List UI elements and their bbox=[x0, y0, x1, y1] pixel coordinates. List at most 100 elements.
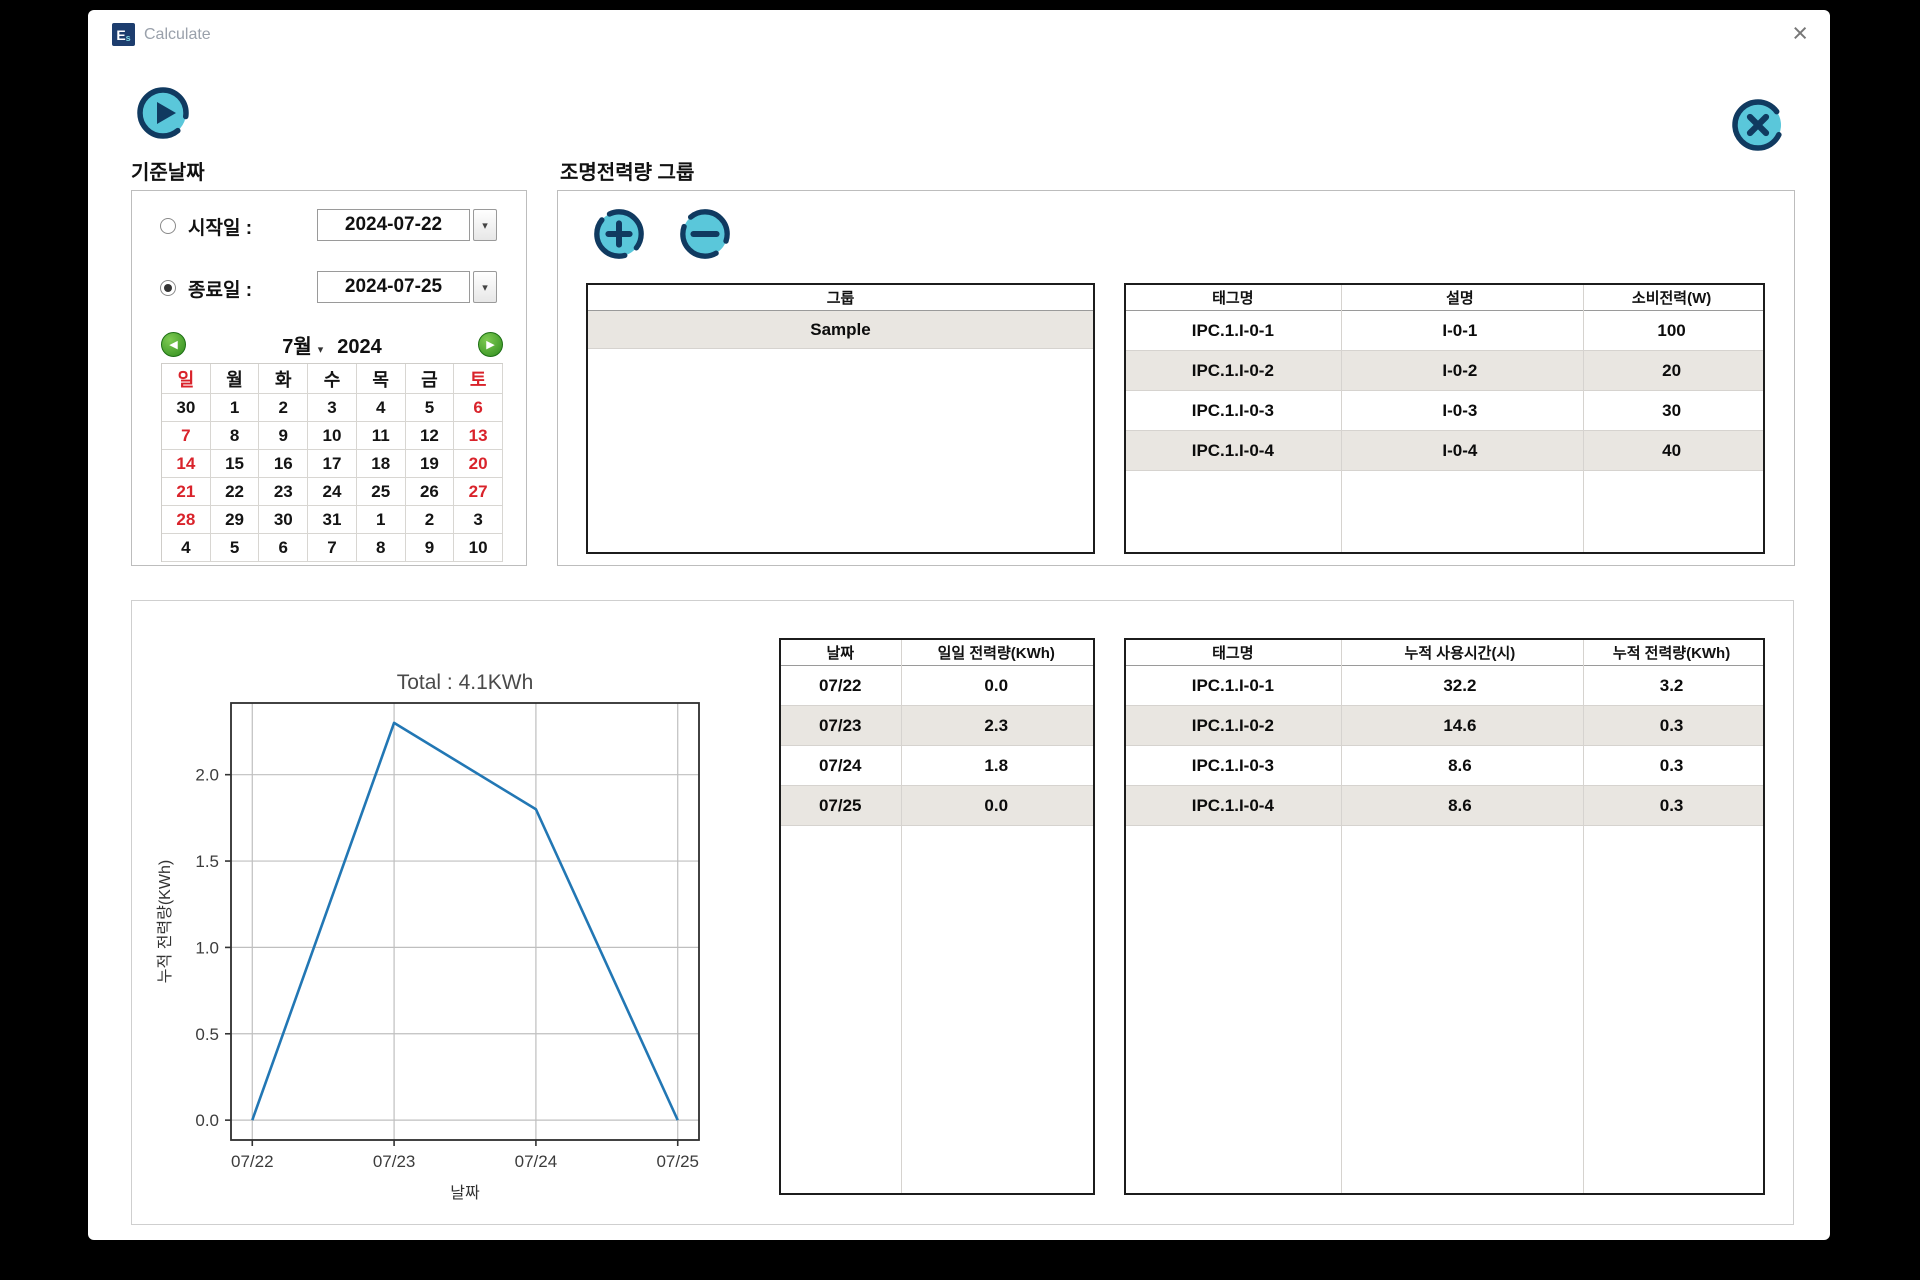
daily-table: 날짜 일일 전력량(KWh) 07/22 0.0 07/23 2.3 07/24… bbox=[779, 638, 1095, 1195]
column-separator bbox=[1583, 640, 1584, 1193]
calendar-day-cell[interactable]: 1 bbox=[356, 506, 406, 534]
end-date-value[interactable]: 2024-07-25 bbox=[317, 271, 470, 303]
calendar-day-header: 토 bbox=[454, 364, 503, 394]
calendar-day-cell[interactable]: 7 bbox=[308, 534, 357, 562]
calendar-day-cell[interactable]: 26 bbox=[405, 478, 455, 506]
calendar-day-cell[interactable]: 1 bbox=[210, 394, 260, 422]
cumulative-table-header-row: 태그명 누적 사용시간(시) 누적 전력량(KWh) bbox=[1126, 640, 1763, 666]
calendar-day-cell[interactable]: 3 bbox=[308, 394, 357, 422]
cumulative-table-row[interactable]: IPC.1.I-0-3 8.6 0.3 bbox=[1126, 746, 1763, 786]
calendar-day-cell[interactable]: 8 bbox=[356, 534, 406, 562]
cum-power-cell: 0.3 bbox=[1659, 755, 1684, 775]
cumulative-table-row[interactable]: IPC.1.I-0-1 32.2 3.2 bbox=[1126, 666, 1763, 706]
calendar-day-cell[interactable]: 15 bbox=[210, 450, 260, 478]
calendar-day-cell[interactable]: 18 bbox=[356, 450, 406, 478]
tag-table-row[interactable]: IPC.1.I-0-2 I-0-2 20 bbox=[1126, 351, 1763, 391]
calendar-day-cell[interactable]: 2 bbox=[259, 394, 309, 422]
calendar-day-cell[interactable]: 9 bbox=[405, 534, 455, 562]
calendar-day-cell[interactable]: 28 bbox=[162, 506, 211, 534]
cumulative-table-row[interactable]: IPC.1.I-0-4 8.6 0.3 bbox=[1126, 786, 1763, 826]
svg-text:Total : 4.1KWh: Total : 4.1KWh bbox=[397, 671, 534, 694]
calendar-day-cell[interactable]: 25 bbox=[356, 478, 406, 506]
calendar-grid: 일 월 화 수 목 금 토 30 1 2 3 4 5 6 7 8 9 10 11 12 13 14 15 16 17 18 19 20… bbox=[161, 363, 503, 562]
group-name-cell: Sample bbox=[810, 319, 871, 339]
group-table-row[interactable]: Sample bbox=[588, 311, 1093, 349]
cum-power-cell: 0.3 bbox=[1659, 715, 1684, 735]
tag-cell: IPC.1.I-0-1 bbox=[1191, 675, 1274, 695]
daily-table-row[interactable]: 07/23 2.3 bbox=[781, 706, 1093, 746]
calendar-month-year[interactable]: 7월 ▾ 2024 bbox=[282, 330, 382, 359]
svg-text:1.0: 1.0 bbox=[195, 938, 219, 957]
calendar-day-cell[interactable]: 8 bbox=[210, 422, 260, 450]
tag-table: 태그명 설명 소비전력(W) IPC.1.I-0-1 I-0-1 100 IPC… bbox=[1124, 283, 1765, 554]
calendar-day-cell[interactable]: 12 bbox=[405, 422, 455, 450]
calendar-day-cell[interactable]: 30 bbox=[162, 394, 211, 422]
calendar-day-cell[interactable]: 21 bbox=[162, 478, 211, 506]
tag-table-row[interactable]: IPC.1.I-0-4 I-0-4 40 bbox=[1126, 431, 1763, 471]
calendar-day-cell[interactable]: 31 bbox=[308, 506, 357, 534]
calendar-day-cell[interactable]: 6 bbox=[259, 534, 309, 562]
calendar-prev-month-button[interactable]: ◀ bbox=[161, 331, 186, 357]
start-date-radio[interactable] bbox=[160, 218, 176, 234]
group-table-header: 그룹 bbox=[826, 290, 855, 307]
start-date-dropdown-caret-icon[interactable]: ▾ bbox=[473, 209, 497, 241]
end-date-radio[interactable] bbox=[160, 280, 176, 296]
cumulative-table-row[interactable]: IPC.1.I-0-2 14.6 0.3 bbox=[1126, 706, 1763, 746]
calendar-day-cell[interactable]: 2 bbox=[405, 506, 455, 534]
daily-table-row[interactable]: 07/22 0.0 bbox=[781, 666, 1093, 706]
calendar-day-cell[interactable]: 17 bbox=[308, 450, 357, 478]
calendar-day-cell[interactable]: 19 bbox=[405, 450, 455, 478]
calendar-day-cell[interactable]: 3 bbox=[454, 506, 503, 534]
calendar-day-cell[interactable]: 10 bbox=[454, 534, 503, 562]
start-date-value[interactable]: 2024-07-22 bbox=[317, 209, 470, 241]
calendar-day-cell[interactable]: 14 bbox=[162, 450, 211, 478]
desc-col-header: 설명 bbox=[1446, 290, 1474, 307]
daily-power-cell: 0.0 bbox=[984, 795, 1009, 815]
power-col-header: 소비전력(W) bbox=[1631, 290, 1712, 307]
column-separator bbox=[901, 640, 902, 1193]
daily-table-header-row: 날짜 일일 전력량(KWh) bbox=[781, 640, 1093, 666]
titlebar-close-button[interactable]: × bbox=[1792, 18, 1808, 48]
calendar-day-cell[interactable]: 4 bbox=[356, 394, 406, 422]
tag-table-row[interactable]: IPC.1.I-0-1 I-0-1 100 bbox=[1126, 311, 1763, 351]
calendar-day-cell[interactable]: 23 bbox=[259, 478, 309, 506]
calendar-day-header: 금 bbox=[405, 364, 455, 394]
calendar-day-cell[interactable]: 29 bbox=[210, 506, 260, 534]
calendar-day-cell[interactable]: 16 bbox=[259, 450, 309, 478]
calendar-day-cell[interactable]: 9 bbox=[259, 422, 309, 450]
play-icon bbox=[137, 87, 189, 139]
window-title: Calculate bbox=[144, 26, 211, 43]
next-arrow-icon: ▶ bbox=[486, 338, 495, 351]
tag-cell: IPC.1.I-0-2 bbox=[1191, 715, 1274, 735]
calendar-day-cell[interactable]: 24 bbox=[308, 478, 357, 506]
daily-table-row[interactable]: 07/24 1.8 bbox=[781, 746, 1093, 786]
calendar-day-cell[interactable]: 30 bbox=[259, 506, 309, 534]
calendar-day-cell[interactable]: 27 bbox=[454, 478, 503, 506]
daily-table-row[interactable]: 07/25 0.0 bbox=[781, 786, 1093, 826]
calendar-day-cell[interactable]: 13 bbox=[454, 422, 503, 450]
remove-group-button[interactable] bbox=[678, 207, 732, 261]
calendar-day-cell[interactable]: 22 bbox=[210, 478, 260, 506]
calendar-day-cell[interactable]: 6 bbox=[454, 394, 503, 422]
end-date-dropdown-caret-icon[interactable]: ▾ bbox=[473, 271, 497, 303]
exit-button[interactable] bbox=[1730, 97, 1786, 153]
calendar-day-cell[interactable]: 10 bbox=[308, 422, 357, 450]
svg-text:날짜: 날짜 bbox=[450, 1184, 480, 1202]
calendar-day-cell[interactable]: 5 bbox=[210, 534, 260, 562]
calendar-day-cell[interactable]: 4 bbox=[162, 534, 211, 562]
svg-text:1.5: 1.5 bbox=[195, 852, 219, 871]
calendar-month-label: 7월 bbox=[282, 335, 312, 358]
calendar-day-header: 월 bbox=[210, 364, 260, 394]
calendar-day-cell[interactable]: 5 bbox=[405, 394, 455, 422]
calendar-day-cell[interactable]: 7 bbox=[162, 422, 211, 450]
power-cell: 100 bbox=[1657, 320, 1686, 340]
calendar-day-cell[interactable]: 11 bbox=[356, 422, 406, 450]
calendar-day-cell[interactable]: 20 bbox=[454, 450, 503, 478]
calendar-next-month-button[interactable]: ▶ bbox=[478, 331, 503, 357]
add-group-button[interactable] bbox=[592, 207, 646, 261]
tag-col-header: 태그명 bbox=[1212, 290, 1254, 307]
tag-cell: IPC.1.I-0-4 bbox=[1191, 440, 1274, 460]
run-button[interactable] bbox=[135, 85, 191, 141]
tag-table-row[interactable]: IPC.1.I-0-3 I-0-3 30 bbox=[1126, 391, 1763, 431]
